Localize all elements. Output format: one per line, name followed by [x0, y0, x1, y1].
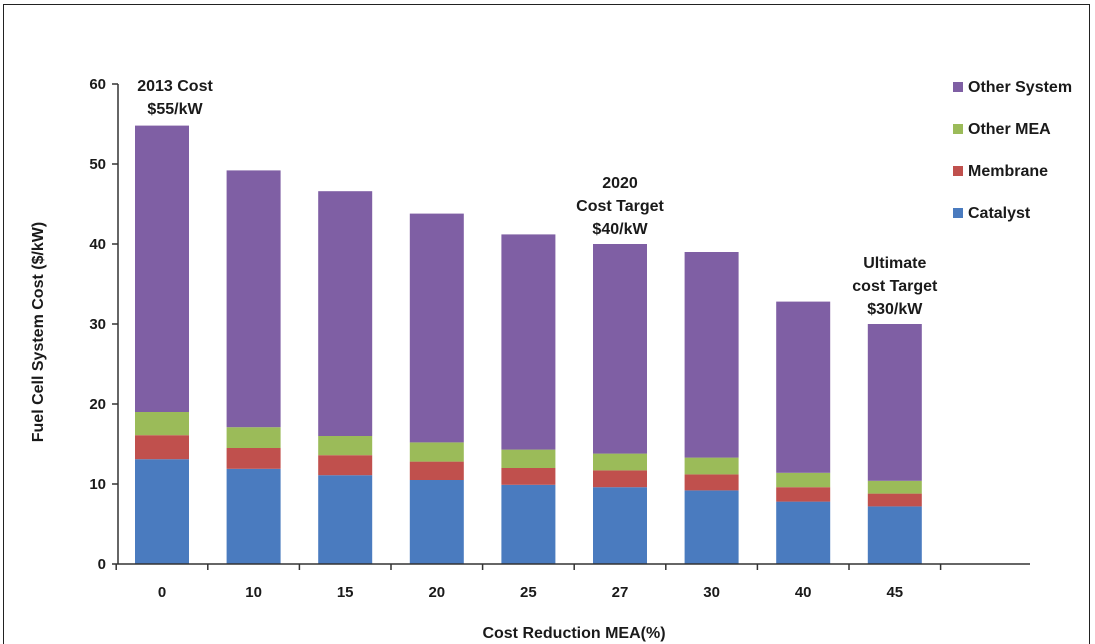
- bar-segment-membrane: [776, 487, 831, 502]
- legend-label: Other MEA: [968, 121, 1051, 138]
- annotations-group: 2013 Cost $55/kW 2020 Cost Target $40/kW Ulti…: [137, 78, 938, 318]
- x-tick-label: 25: [520, 584, 537, 601]
- bar-segment-catalyst: [593, 487, 647, 564]
- bar-segment-other-system: [867, 324, 922, 481]
- bar-segment-membrane: [684, 474, 739, 491]
- bar-segment-membrane: [409, 461, 464, 480]
- y-tick-label: 40: [89, 236, 106, 253]
- y-tick-label: 0: [98, 556, 106, 573]
- bar-segment-catalyst: [409, 480, 464, 564]
- annotation-text: $40/kW: [592, 221, 648, 238]
- legend-swatch-catalyst: [953, 208, 963, 218]
- annotation-text: 2013 Cost: [137, 78, 213, 95]
- bar-segment-other-system: [409, 213, 464, 443]
- y-tick-label: 20: [89, 396, 106, 413]
- x-tick-label: 20: [428, 584, 445, 601]
- x-axis-title: Cost Reduction MEA(%): [482, 625, 665, 642]
- annotation-text: $55/kW: [147, 101, 203, 118]
- bar-segment-catalyst: [318, 475, 373, 564]
- bar-segment-other-system: [318, 191, 373, 436]
- bar-segment-other-mea: [135, 412, 189, 436]
- bar-segment-other-mea: [593, 453, 647, 471]
- legend-swatch-other-mea: [953, 124, 963, 134]
- bar-segment-catalyst: [684, 490, 739, 564]
- bar-segment-other-mea: [318, 436, 373, 456]
- legend-swatch-other-system: [953, 82, 963, 92]
- bar-segment-other-mea: [867, 480, 922, 494]
- bar-segment-other-system: [776, 301, 831, 473]
- bar-segment-catalyst: [226, 468, 281, 564]
- bar-segment-other-mea: [226, 427, 281, 448]
- bar-segment-catalyst: [776, 501, 831, 564]
- bar-segment-catalyst: [501, 484, 556, 564]
- y-tick-label: 30: [89, 316, 106, 333]
- bar-segment-other-mea: [501, 449, 556, 468]
- annotation-text: cost Target: [852, 278, 938, 295]
- x-tick-label: 15: [337, 584, 354, 601]
- bar-segment-catalyst: [135, 459, 189, 564]
- x-tick-label: 27: [612, 584, 629, 601]
- legend: Other System Other MEA Membrane Catalyst: [953, 79, 1072, 222]
- bar-segment-membrane: [593, 470, 647, 488]
- bar-segment-other-mea: [776, 472, 831, 488]
- bar-segment-other-mea: [409, 442, 464, 462]
- x-tick-label: 45: [886, 584, 903, 601]
- y-tick-label: 50: [89, 156, 106, 173]
- y-ticks-group: 0 10 20 30 40 50 60: [89, 76, 118, 573]
- legend-swatch-membrane: [953, 166, 963, 176]
- bar-segment-other-system: [501, 234, 556, 450]
- y-tick-label: 10: [89, 476, 106, 493]
- x-ticks-group: 0 10 15 20 25 27 30 40 45: [115, 564, 942, 601]
- bar-segment-membrane: [135, 435, 189, 460]
- annotation-text: Ultimate: [863, 255, 926, 272]
- x-tick-label: 10: [245, 584, 262, 601]
- bar-segment-membrane: [501, 468, 556, 485]
- annotation-text: 2020: [602, 175, 638, 192]
- annotation-text: Cost Target: [576, 198, 664, 215]
- legend-label: Membrane: [968, 163, 1048, 180]
- legend-label: Catalyst: [968, 205, 1031, 222]
- bar-segment-membrane: [226, 448, 281, 469]
- x-tick-label: 0: [158, 584, 166, 601]
- bar-segment-other-system: [593, 244, 647, 454]
- bar-segment-other-system: [684, 252, 739, 458]
- x-tick-label: 40: [795, 584, 812, 601]
- bar-segment-membrane: [867, 493, 922, 507]
- annotation-text: $30/kW: [867, 301, 923, 318]
- bar-segment-membrane: [318, 455, 373, 476]
- legend-label: Other System: [968, 79, 1072, 96]
- bar-segment-other-system: [226, 170, 281, 428]
- bar-segment-other-system: [135, 125, 189, 412]
- x-tick-label: 30: [703, 584, 720, 601]
- bar-segment-other-mea: [684, 457, 739, 475]
- bars-group: [135, 125, 922, 564]
- y-tick-label: 60: [89, 76, 106, 93]
- bar-segment-catalyst: [867, 506, 922, 564]
- y-axis-title: Fuel Cell System Cost ($/kW): [30, 222, 47, 443]
